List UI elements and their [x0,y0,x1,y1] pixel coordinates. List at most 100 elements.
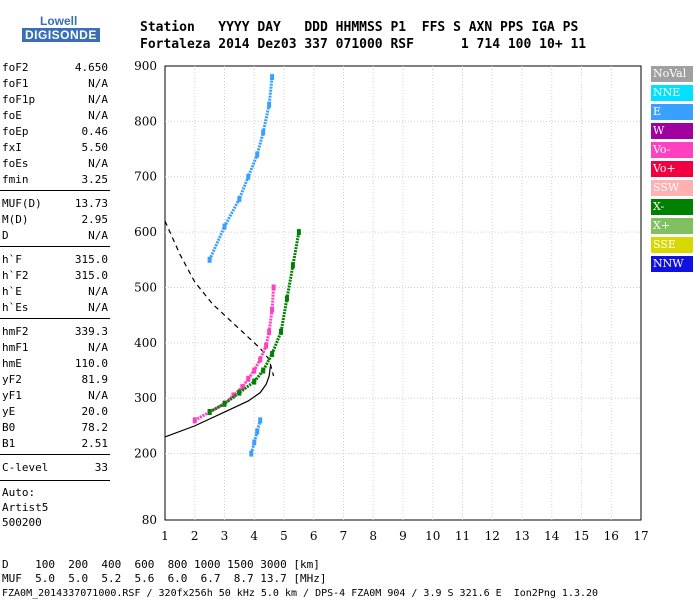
param-row: foE N/A [2,108,108,124]
x-tick-label: 11 [455,529,470,543]
param-separator [0,318,110,319]
param-value: N/A [88,285,108,298]
param-label: yF2 [2,373,22,386]
legend-item: NNW [651,256,693,272]
param-label: foF1p [2,93,36,106]
y-tick-label: 300 [134,391,157,405]
param-separator [0,454,110,455]
muf-values: MUF 5.0 5.0 5.2 5.6 6.0 6.7 8.7 13.7 [MH… [2,572,327,585]
param-label: fxI [2,141,22,154]
x-tick-label: 3 [221,529,229,543]
echo-trace [194,287,276,422]
echo-trace [249,419,262,454]
y-tick-label: 900 [134,59,157,73]
param-row: hmF1 N/A [2,340,108,356]
param-label: hmF2 [2,325,29,338]
station-header-values: Fortaleza 2014 Dez03 337 071000 RSF 1 71… [140,37,587,52]
auto-label: Auto: [2,486,36,499]
x-tick-label: 13 [514,529,529,543]
param-row: h`E N/A [2,284,108,300]
x-tick-label: 9 [399,529,407,543]
x-tick-label: 1 [161,529,169,543]
param-separator [0,480,110,481]
echo-point [222,400,227,407]
x-tick-label: 14 [544,529,560,543]
x-tick-label: 15 [574,529,589,543]
auto-program: Artist5 [2,501,49,514]
param-row: MUF(D) 13.73 [2,196,108,212]
param-row: B1 2.51 [2,436,108,452]
param-value: N/A [88,229,108,242]
param-row: D N/A [2,228,108,244]
param-row: hmE 110.0 [2,356,108,372]
param-label: C-level [2,461,49,474]
param-value: 13.73 [74,197,108,210]
param-label: MUF(D) [2,197,42,210]
param-value: 0.46 [81,125,109,138]
param-value: N/A [88,301,108,314]
x-tick-label: 12 [485,529,500,543]
param-row: yF2 81.9 [2,372,108,388]
param-label: foF1 [2,77,29,90]
param-label: foF2 [2,61,29,74]
param-label: D [2,229,9,242]
echo-point [252,439,257,446]
param-row: h`F 315.0 [2,252,108,268]
muf-distance-header: D 100 200 400 600 800 1000 1500 3000 [km… [2,558,320,571]
echo-point [270,306,275,313]
param-label: foE [2,109,22,122]
legend-item: E [651,104,693,120]
auto-version: 500200 [2,516,42,529]
param-label: hmE [2,357,22,370]
x-tick-label: 10 [425,529,440,543]
param-value: 315.0 [74,269,108,282]
profile-dashed-line [164,220,275,377]
param-value: 315.0 [74,253,108,266]
param-row: foF1p N/A [2,92,108,108]
legend-item: NNE [651,85,693,101]
param-row: foF2 4.650 [2,60,108,76]
y-tick-label: 200 [134,447,157,461]
station-header-labels: Station YYYY DAY DDD HHMMSS P1 FFS S AXN… [140,20,579,35]
param-value: 110.0 [74,357,108,370]
param-value: 3.25 [81,173,109,186]
x-tick-label: 7 [340,529,348,543]
param-value: 4.650 [74,61,108,74]
legend-item: X+ [651,218,693,234]
param-row: fxI 5.50 [2,140,108,156]
param-value: 339.3 [74,325,108,338]
echo-trace [208,231,301,414]
param-value: 5.50 [81,141,109,154]
param-row: M(D) 2.95 [2,212,108,228]
echo-point [296,229,301,236]
x-tick-label: 4 [250,529,258,543]
param-row: B0 78.2 [2,420,108,436]
digisonde-logo: Lowell DIGISONDE [2,8,100,48]
echo-point [270,74,275,81]
x-tick-label: 16 [604,529,619,543]
logo-digisonde-text: DIGISONDE [22,28,100,42]
param-row: yF1 N/A [2,388,108,404]
param-row: h`F2 315.0 [2,268,108,284]
y-tick-label: 80 [142,513,157,527]
echo-point [246,375,251,382]
param-value: N/A [88,389,108,402]
legend-item: SSE [651,237,693,253]
param-value: 2.51 [81,437,109,450]
param-value: N/A [88,109,108,122]
param-separator [0,190,110,191]
param-label: yF1 [2,389,22,402]
param-value: N/A [88,157,108,170]
echo-trace [208,76,274,261]
param-label: h`Es [2,301,29,314]
logo-lowell-text: Lowell [40,14,78,28]
param-value: 81.9 [81,373,109,386]
x-tick-label: 5 [280,529,288,543]
x-tick-label: 6 [310,529,318,543]
param-label: yE [2,405,16,418]
param-separator [0,246,110,247]
param-label: B1 [2,437,16,450]
legend-item: X- [651,199,693,215]
param-label: h`E [2,285,22,298]
